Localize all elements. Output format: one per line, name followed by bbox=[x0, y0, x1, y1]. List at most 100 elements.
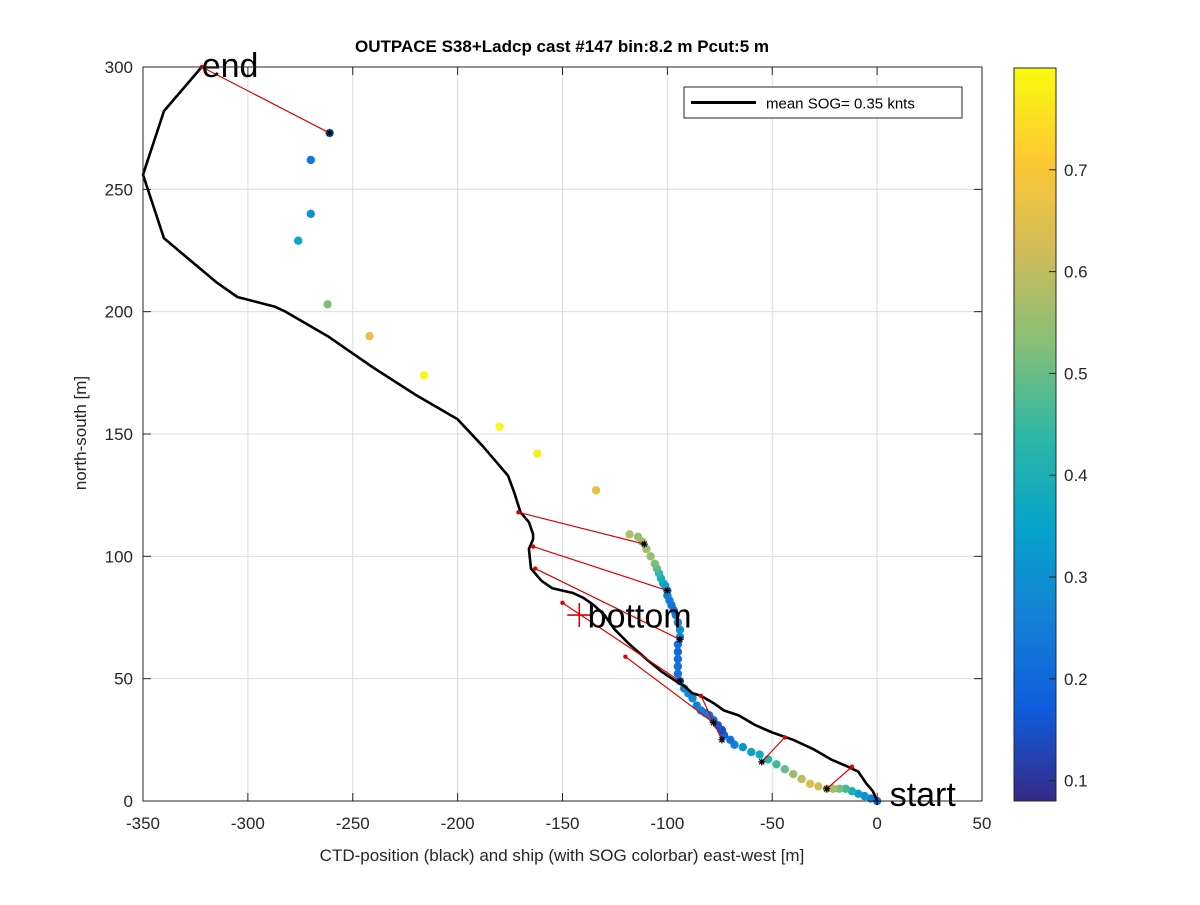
connector-line bbox=[700, 695, 723, 741]
ship-point bbox=[673, 662, 683, 671]
y-tick-label: 150 bbox=[105, 425, 133, 444]
annotation-end: end bbox=[202, 47, 259, 85]
ship-point bbox=[533, 449, 542, 458]
ship-point bbox=[306, 155, 315, 165]
ship-marker bbox=[640, 540, 648, 548]
ctd-marker bbox=[623, 654, 628, 659]
ship-point bbox=[675, 625, 685, 634]
ship-marker bbox=[718, 736, 726, 744]
ship-point bbox=[835, 784, 844, 793]
ship-point bbox=[814, 782, 823, 791]
y-tick-label: 0 bbox=[124, 792, 133, 811]
axes-box bbox=[142, 66, 983, 802]
plot-area: -350 -300 -250 -200 -150 -100 -50 0 50 0 50 100 150 2… bbox=[105, 47, 992, 833]
ship-point bbox=[692, 701, 701, 710]
x-tick-label: -100 bbox=[650, 814, 684, 833]
y-tick-label: 100 bbox=[105, 547, 133, 566]
x-tick-label: -150 bbox=[545, 814, 579, 833]
ctd-marker bbox=[849, 764, 855, 769]
bottom-marker bbox=[567, 603, 592, 628]
y-axis-label: north-south [m] bbox=[71, 376, 90, 490]
ship-marker bbox=[823, 785, 831, 793]
ship-point bbox=[847, 787, 857, 796]
colorbar-tick-label: 0.3 bbox=[1064, 568, 1088, 587]
ship-point bbox=[591, 486, 601, 495]
colorbar-tick-label: 0.4 bbox=[1064, 466, 1088, 485]
annotation-start: start bbox=[890, 776, 957, 814]
x-tick-label: -50 bbox=[760, 814, 785, 833]
ship-point bbox=[323, 300, 332, 309]
ship-point bbox=[738, 742, 748, 752]
colorbar-bar bbox=[1013, 67, 1057, 802]
y-tick-label: 300 bbox=[105, 58, 133, 77]
connector-line bbox=[625, 656, 714, 724]
ship-point bbox=[789, 769, 798, 779]
ship-point bbox=[673, 647, 683, 656]
x-tick-label: -350 bbox=[126, 814, 160, 833]
ship-point bbox=[673, 654, 683, 664]
colorbar-tick-label: 0.2 bbox=[1064, 670, 1088, 689]
annotation-bottom: bottom bbox=[588, 597, 692, 635]
x-tick-label: -250 bbox=[336, 814, 370, 833]
ship-point bbox=[805, 779, 815, 789]
connector-line bbox=[761, 736, 786, 763]
ctd-marker bbox=[698, 693, 704, 698]
ctd-marker bbox=[530, 544, 536, 549]
colorbar-tick-label: 0.7 bbox=[1064, 161, 1088, 180]
y-tick-label: 50 bbox=[114, 670, 133, 689]
ship-point bbox=[841, 784, 850, 793]
ship-point bbox=[860, 791, 869, 801]
ship-point bbox=[828, 784, 838, 793]
connector-line bbox=[201, 66, 330, 134]
ship-point bbox=[854, 789, 863, 798]
ship-point bbox=[673, 669, 683, 678]
ship-marker bbox=[758, 758, 766, 766]
ship-point bbox=[747, 747, 756, 757]
ship-point bbox=[650, 559, 659, 568]
x-tick-label: 50 bbox=[973, 814, 992, 833]
ship-point bbox=[419, 371, 429, 380]
x-tick-label: -300 bbox=[231, 814, 265, 833]
ship-point bbox=[755, 750, 764, 759]
ship-point bbox=[495, 422, 504, 431]
x-tick-label: -200 bbox=[441, 814, 475, 833]
ctd-track-line bbox=[141, 66, 879, 802]
colorbar: 0.1 0.2 0.3 0.4 0.5 0.6 0.7 bbox=[1013, 67, 1088, 802]
x-tick-label: 0 bbox=[872, 814, 881, 833]
x-axis-label: CTD-position (black) and ship (with SOG … bbox=[320, 846, 805, 865]
legend: mean SOG= 0.35 knts bbox=[683, 86, 963, 119]
colorbar-tick-label: 0.1 bbox=[1064, 772, 1088, 791]
ship-point bbox=[294, 236, 303, 245]
legend-label: mean SOG= 0.35 knts bbox=[766, 96, 915, 113]
ctd-marker bbox=[782, 735, 788, 740]
ship-point bbox=[772, 760, 781, 769]
ship-point bbox=[306, 209, 315, 218]
ship-marker bbox=[663, 587, 671, 595]
ctd-marker bbox=[516, 510, 521, 515]
colorbar-tick-label: 0.5 bbox=[1064, 364, 1088, 383]
ship-point bbox=[625, 530, 634, 539]
connector-line bbox=[562, 602, 681, 682]
connector-line bbox=[518, 511, 645, 545]
ship-marker bbox=[326, 129, 334, 137]
ship-point bbox=[780, 764, 790, 774]
y-tick-label: 250 bbox=[105, 180, 133, 199]
ship-point bbox=[633, 532, 643, 541]
connector-line bbox=[532, 545, 668, 592]
chart-title: OUTPACE S38+Ladcp cast #147 bin:8.2 m Pc… bbox=[355, 37, 769, 56]
ctd-marker bbox=[560, 600, 565, 606]
y-tick-label: 200 bbox=[105, 303, 133, 322]
ship-point bbox=[797, 774, 806, 784]
ship-point bbox=[726, 735, 735, 745]
ship-marker bbox=[676, 677, 684, 685]
ship-marker bbox=[710, 719, 718, 727]
connector-line bbox=[826, 766, 853, 790]
ship-point bbox=[365, 331, 374, 341]
ctd-marker bbox=[533, 566, 538, 571]
ship-point bbox=[646, 552, 655, 561]
connector-line bbox=[534, 568, 681, 641]
ship-marker bbox=[676, 636, 684, 644]
ship-point bbox=[673, 618, 683, 627]
